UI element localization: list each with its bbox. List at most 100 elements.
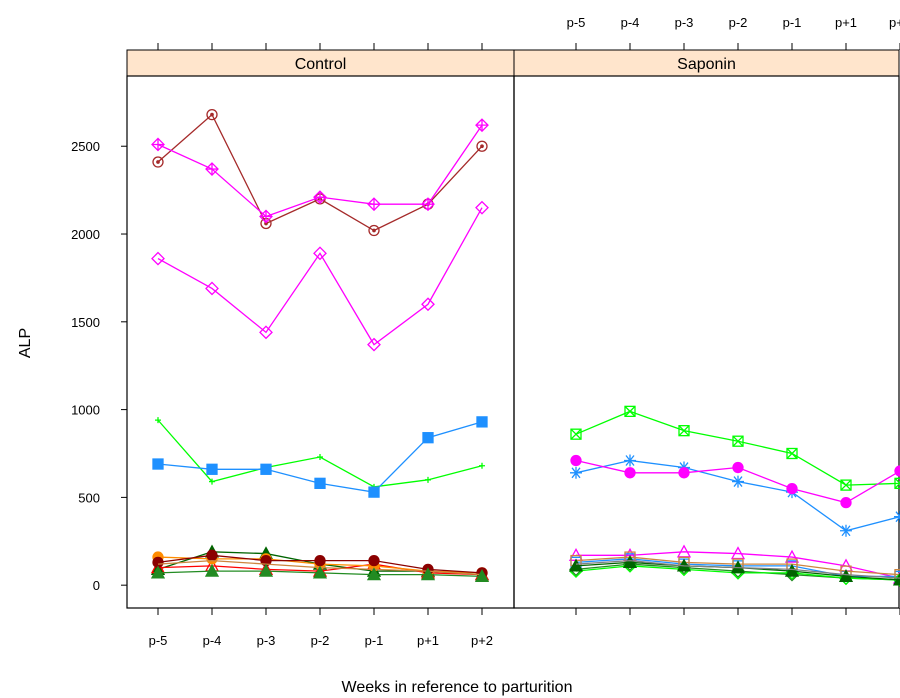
y-tick-label: 500 [78, 490, 100, 505]
series-saponin-2 [570, 454, 900, 509]
series-saponin-1 [570, 454, 900, 537]
data-point-marker [840, 479, 852, 491]
data-point-marker [568, 558, 584, 572]
data-point-marker [206, 463, 218, 475]
data-point-marker [155, 417, 161, 424]
data-point-marker [570, 466, 582, 479]
data-point-marker [206, 108, 218, 121]
data-point-marker [368, 198, 380, 211]
x-tick-label-top: p-4 [621, 15, 640, 30]
data-point-marker [570, 428, 582, 440]
data-point-marker [786, 447, 798, 460]
data-point-marker [732, 435, 744, 447]
strip-label-control: Control [295, 56, 347, 73]
data-point-marker [840, 524, 852, 537]
data-point-marker [150, 565, 166, 579]
data-point-marker [313, 246, 327, 261]
data-point-marker [784, 563, 800, 577]
data-point-marker [479, 462, 485, 469]
data-point-marker [570, 454, 582, 467]
y-tick-label: 1000 [71, 403, 100, 418]
data-point-marker [422, 198, 434, 211]
data-point-marker [476, 416, 488, 428]
data-point-marker [368, 486, 380, 498]
x-tick-label-bottom: p+2 [471, 633, 493, 648]
data-point-marker [624, 467, 636, 479]
data-point-marker [314, 191, 326, 204]
data-point-marker [368, 224, 380, 237]
data-point-marker [480, 144, 484, 149]
data-point-marker [210, 112, 214, 117]
x-tick-label-top: p-3 [675, 15, 694, 30]
data-point-marker [312, 565, 328, 579]
x-tick-label-top: p-5 [567, 15, 586, 30]
strip-control [126, 49, 515, 77]
data-point-marker [421, 297, 435, 312]
y-tick-label: 1500 [71, 315, 100, 330]
x-tick-label-bottom: p-5 [149, 633, 168, 648]
data-point-marker [317, 454, 323, 461]
data-point-marker [258, 563, 274, 577]
data-point-marker [624, 454, 636, 467]
y-axis-title: ALP [17, 328, 34, 358]
series-line [157, 419, 483, 488]
data-point-marker [678, 425, 690, 437]
data-point-marker [476, 140, 488, 152]
data-point-marker [840, 497, 852, 509]
series-control-10 [150, 563, 490, 583]
data-point-marker [204, 563, 220, 577]
data-point-marker [372, 228, 376, 233]
data-point-marker [786, 448, 798, 459]
series-control-1 [151, 118, 489, 224]
data-point-marker [732, 435, 744, 447]
x-tick-label-bottom: p-2 [311, 633, 330, 648]
panel-control [126, 75, 515, 609]
data-point-marker [420, 567, 436, 581]
data-point-marker [838, 569, 854, 583]
data-point-marker [152, 156, 164, 168]
data-point-marker [152, 138, 164, 151]
strip-saponin [513, 49, 900, 77]
panel-saponin [513, 75, 900, 609]
series-line [575, 559, 900, 579]
data-point-marker [678, 425, 690, 437]
data-point-marker [894, 568, 900, 581]
data-point-marker [732, 461, 744, 474]
data-point-marker [152, 458, 164, 470]
data-point-marker [678, 467, 690, 479]
data-point-marker [840, 479, 852, 491]
x-tick-label-top: p+2 [889, 15, 900, 30]
data-point-marker [206, 163, 218, 176]
data-point-marker [366, 567, 382, 581]
ticks-layer: 0 500 1000 1500 2000 2500 p-5 p-4 p-3 p-2 p-1 p+1 p+… [71, 15, 900, 648]
data-point-marker [894, 477, 900, 489]
data-point-marker [314, 554, 326, 567]
data-point-marker [151, 251, 165, 266]
data-point-marker [425, 476, 431, 483]
series-control-2 [151, 200, 489, 352]
data-point-marker [260, 210, 272, 223]
x-axis-title: Weeks in reference to parturition [342, 679, 573, 696]
static-layer: Control Saponin [126, 49, 900, 609]
y-tick-label: 2000 [71, 227, 100, 242]
data-point-marker [205, 281, 219, 296]
data-point-marker [786, 482, 798, 495]
x-tick-label-bottom: p-3 [257, 633, 276, 648]
strip-label-saponin: Saponin [677, 56, 736, 73]
data-point-marker [570, 428, 582, 440]
x-tick-label-top: p+1 [835, 15, 857, 30]
data-point-marker [206, 549, 218, 561]
data-point-marker [259, 325, 273, 340]
x-tick-label-bottom: p-4 [203, 633, 222, 648]
x-tick-label-bottom: p+1 [417, 633, 439, 648]
data-point-marker [476, 119, 488, 132]
data-point-marker [784, 549, 800, 563]
x-tick-label-bottom: p-1 [365, 633, 384, 648]
y-tick-label: 2500 [71, 139, 100, 154]
data-point-marker [209, 478, 215, 485]
data-point-marker [368, 554, 380, 567]
data-point-marker [624, 405, 636, 417]
data-point-marker [422, 432, 434, 444]
series-line [157, 207, 483, 346]
